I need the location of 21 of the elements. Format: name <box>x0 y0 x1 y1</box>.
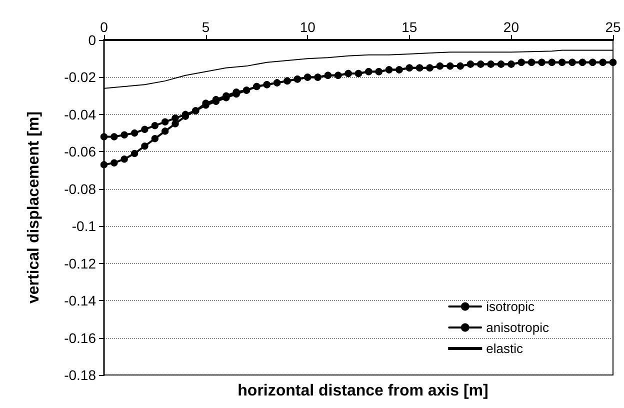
y-tick-label: -0.1 <box>72 218 96 234</box>
x-tick-label: 0 <box>100 19 108 35</box>
x-tick-label: 15 <box>402 19 418 35</box>
y-tick-label: -0.16 <box>64 330 96 346</box>
y-tick-label: -0.18 <box>64 367 96 383</box>
legend-label: anisotropic <box>486 320 550 335</box>
x-tick-label: 10 <box>300 19 316 35</box>
y-tick-label: -0.02 <box>64 69 96 86</box>
y-axis-title: vertical displacement [m] <box>26 111 42 304</box>
x-tick-label: 25 <box>605 19 621 35</box>
y-tick-label: -0.06 <box>64 144 96 160</box>
y-tick-label: -0.14 <box>64 292 96 309</box>
x-axis-title: horizontal distance from axis [m] <box>238 382 488 400</box>
legend-label: elastic <box>486 341 524 356</box>
y-tick-label: 0 <box>88 32 96 48</box>
x-tick-label: 5 <box>202 19 210 35</box>
y-tick-label: -0.12 <box>64 255 96 272</box>
x-tick-label: 20 <box>503 19 520 35</box>
y-tick-label: -0.04 <box>64 106 96 122</box>
y-tick-label: -0.08 <box>64 180 96 197</box>
legend-label: isotropic <box>486 299 536 314</box>
